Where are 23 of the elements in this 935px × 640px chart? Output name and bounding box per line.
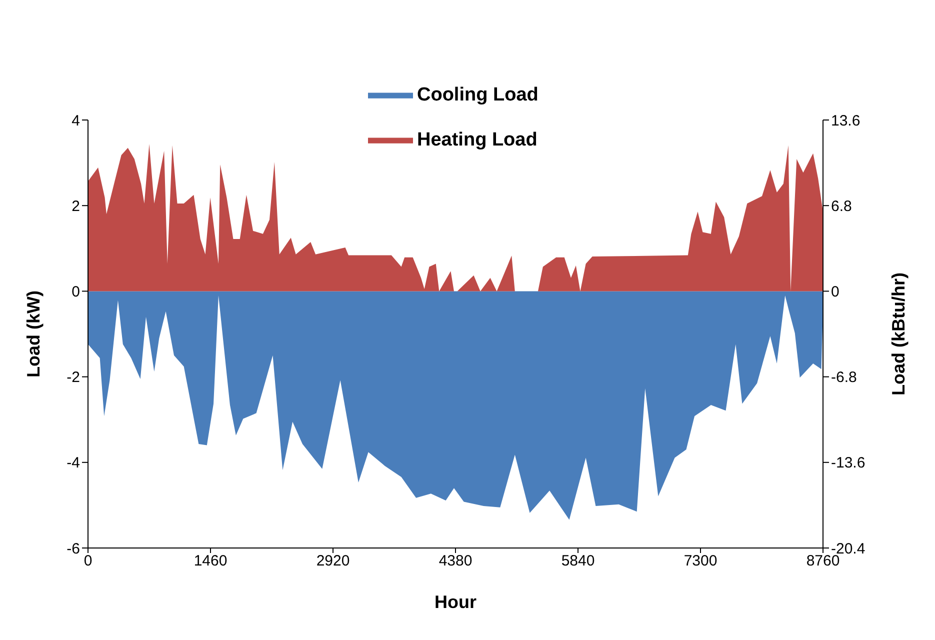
legend-label: Heating Load: [417, 130, 538, 151]
x-tick-label: 5840: [561, 552, 595, 570]
x-tick-label: 1460: [194, 552, 228, 570]
y-tick-label: -6: [66, 540, 80, 558]
y2-tick-label: 0: [831, 284, 840, 301]
y-tick-label: -2: [66, 369, 80, 386]
y-axis-title: Load (kW): [23, 290, 44, 378]
x-tick-label: 2920: [316, 552, 350, 570]
x-tick-label: 8760: [806, 552, 840, 570]
x-tick-label: 4380: [438, 552, 472, 570]
y2-tick-label: -6.8: [831, 369, 857, 386]
y-tick-label: 2: [72, 198, 80, 215]
y2-tick-label: -13.6: [831, 454, 866, 472]
y-tick-label: -4: [66, 454, 80, 472]
x-tick-label: 7300: [684, 552, 718, 570]
y2-tick-label: 13.6: [831, 112, 860, 130]
x-tick-label: 0: [84, 552, 92, 570]
y-tick-label: 0: [72, 284, 80, 301]
y2-tick-label: 6.8: [831, 198, 852, 215]
y-tick-label: 4: [72, 112, 80, 130]
legend-label: Cooling Load: [417, 84, 538, 106]
x-axis-title: Hour: [434, 592, 476, 612]
y2-axis-title: Load (kBtu/hr): [888, 272, 908, 396]
